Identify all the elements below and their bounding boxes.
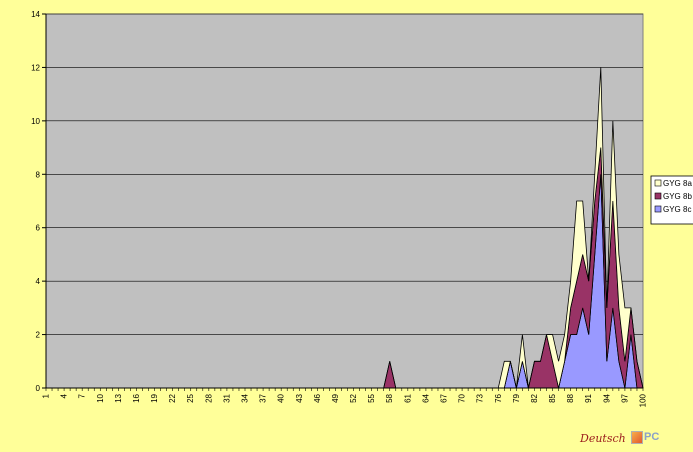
x-tick-label: 73 — [476, 393, 485, 402]
x-tick-label: 64 — [421, 393, 430, 402]
x-tick-label: 94 — [602, 393, 611, 402]
plot-area — [45, 13, 644, 389]
logo-script-text: Deutsch — [580, 432, 626, 445]
x-tick-label: 16 — [132, 393, 141, 402]
x-tick-label: 67 — [440, 393, 449, 402]
x-tick-label: 85 — [548, 393, 557, 402]
y-tick-labels: 0 2 4 6 8 10 12 14 — [31, 10, 40, 393]
x-tick-label: 61 — [403, 393, 412, 402]
y-tick-label: 14 — [31, 10, 40, 19]
legend-label: GYG 8c — [663, 205, 691, 214]
x-tick-label: 28 — [204, 393, 213, 402]
x-tick-label: 31 — [222, 393, 231, 402]
y-tick-label: 6 — [36, 224, 41, 233]
x-tick-labels: 1 4 7 10 13 16 19 22 25 28 31 34 37 40 43 46 49 52 55 58 61 6… — [42, 393, 648, 407]
legend-label: GYG 8b — [663, 192, 692, 201]
x-tick-label: 25 — [186, 393, 195, 402]
x-tick-label: 88 — [566, 393, 575, 402]
y-tick-label: 12 — [31, 63, 40, 72]
x-tick-label: 1 — [42, 393, 51, 398]
x-tick-label: 91 — [584, 393, 593, 402]
y-tick-label: 0 — [36, 384, 41, 393]
x-tick-label: 46 — [313, 393, 322, 402]
x-tick-label: 49 — [331, 393, 340, 402]
legend-swatch — [654, 179, 662, 187]
x-tick-label: 43 — [295, 393, 304, 402]
x-tick-label: 52 — [349, 393, 358, 402]
legend-swatch — [654, 205, 662, 213]
x-tick-label: 79 — [512, 393, 521, 402]
x-tick-label: 34 — [241, 393, 250, 402]
x-tick-label: 55 — [367, 393, 376, 402]
legend: GYG 8a GYG 8b GYG 8c — [650, 175, 693, 225]
x-tick-label: 37 — [259, 393, 268, 402]
legend-swatch — [654, 192, 662, 200]
legend-label: GYG 8a — [663, 179, 692, 188]
x-tick-label: 70 — [458, 393, 467, 402]
x-tick-label: 19 — [150, 393, 159, 402]
x-tick-label: 7 — [78, 393, 87, 398]
x-tick-label: 58 — [385, 393, 394, 402]
x-tick-label: 4 — [60, 393, 69, 398]
logo-pc-text: PC — [644, 431, 660, 443]
x-tick-label: 100 — [639, 393, 648, 407]
y-tick-label: 10 — [31, 117, 40, 126]
x-tick-label: 40 — [277, 393, 286, 402]
deutschpc-logo: Deutsch PC — [580, 430, 670, 448]
x-tick-label: 76 — [494, 393, 503, 402]
y-tick-label: 4 — [36, 277, 41, 286]
x-tick-label: 22 — [168, 393, 177, 402]
logo-icon — [631, 431, 643, 444]
x-tick-label: 82 — [530, 393, 539, 402]
grid — [46, 13, 643, 335]
x-tick-label: 10 — [96, 393, 105, 402]
axes — [42, 13, 644, 391]
y-tick-label: 8 — [36, 170, 41, 179]
y-tick-label: 2 — [36, 331, 41, 340]
x-tick-label: 97 — [620, 393, 629, 402]
x-tick-label: 13 — [114, 393, 123, 402]
